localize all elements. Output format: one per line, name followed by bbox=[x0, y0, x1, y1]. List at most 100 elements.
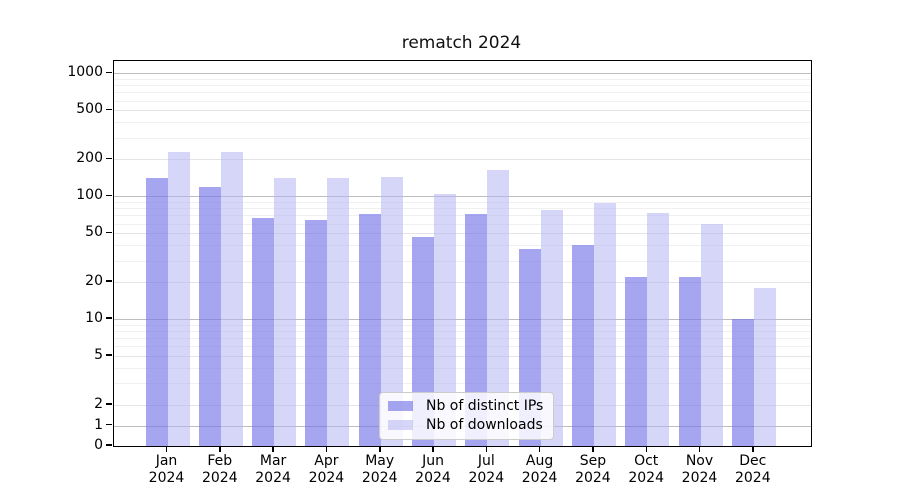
bar-nb-of-downloads-feb bbox=[220, 151, 243, 446]
bar-nb-of-downloads-dec bbox=[753, 287, 776, 446]
y-tick-mark bbox=[106, 423, 112, 426]
gridline-600 bbox=[114, 100, 811, 102]
y-tick-mark bbox=[106, 231, 112, 233]
x-tick-mark bbox=[752, 447, 754, 452]
legend-label-distinct-ips: Nb of distinct IPs bbox=[426, 398, 544, 414]
y-tick-label-1000: 1000 bbox=[67, 64, 103, 81]
x-tick-label-sep-2024: Sep 2024 bbox=[575, 453, 611, 486]
x-tick-mark bbox=[645, 447, 647, 452]
bar-nb-of-distinct-ips-sep bbox=[571, 245, 594, 446]
bar-nb-of-downloads-jan bbox=[167, 151, 190, 446]
gridline-20 bbox=[114, 282, 811, 284]
y-tick-mark bbox=[106, 71, 112, 74]
x-tick-label-feb-2024: Feb 2024 bbox=[201, 453, 238, 486]
bar-nb-of-distinct-ips-nov bbox=[678, 277, 701, 446]
bar-nb-of-downloads-sep bbox=[593, 203, 616, 446]
gridline-90 bbox=[114, 201, 811, 203]
gridline-200 bbox=[114, 159, 811, 161]
bar-nb-of-downloads-apr bbox=[327, 177, 350, 446]
x-tick-mark bbox=[165, 447, 168, 452]
bar-nb-of-distinct-ips-oct bbox=[625, 277, 648, 446]
bar-nb-of-distinct-ips-jan bbox=[145, 178, 168, 446]
x-tick-label-nov-2024: Nov 2024 bbox=[681, 453, 718, 486]
x-tick-label-mar-2024: Mar 2024 bbox=[255, 453, 291, 486]
gridline-30 bbox=[114, 260, 811, 262]
y-tick-mark bbox=[106, 280, 112, 282]
y-tick-mark bbox=[106, 317, 112, 319]
legend-item-downloads: Nb of downloads bbox=[388, 417, 543, 433]
bar-nb-of-distinct-ips-may bbox=[358, 213, 381, 446]
gridline-10 bbox=[114, 319, 811, 321]
y-tick-mark bbox=[106, 194, 112, 196]
gridline-900 bbox=[114, 78, 811, 80]
gridline-3 bbox=[114, 383, 811, 385]
bar-nb-of-downloads-may bbox=[380, 177, 403, 446]
x-tick-mark bbox=[379, 447, 381, 452]
x-tick-mark bbox=[432, 447, 434, 452]
x-tick-label-aug-2024: Aug 2024 bbox=[521, 453, 558, 486]
y-tick-mark bbox=[106, 354, 112, 356]
bar-nb-of-downloads-oct bbox=[647, 213, 670, 446]
gridline-9 bbox=[114, 324, 811, 326]
gridline-1000 bbox=[114, 73, 811, 75]
plot-area: Nb of distinct IPs Nb of downloads bbox=[113, 60, 812, 447]
y-tick-mark bbox=[106, 403, 112, 405]
gridline-400 bbox=[114, 122, 811, 124]
legend-label-downloads: Nb of downloads bbox=[426, 417, 543, 433]
y-tick-label-1: 1 bbox=[94, 416, 103, 433]
bar-nb-of-downloads-mar bbox=[274, 178, 297, 446]
x-tick-mark bbox=[698, 447, 701, 452]
x-tick-label-jun-2024: Jun 2024 bbox=[415, 453, 451, 486]
gridline-80 bbox=[114, 208, 811, 210]
x-tick-label-jan-2024: Jan 2024 bbox=[148, 453, 185, 486]
x-tick-mark bbox=[485, 447, 488, 452]
bar-nb-of-distinct-ips-mar bbox=[252, 218, 275, 446]
y-tick-mark bbox=[106, 157, 112, 159]
x-tick-mark bbox=[538, 447, 541, 452]
y-tick-label-10: 10 bbox=[85, 310, 103, 327]
x-tick-mark bbox=[325, 447, 328, 452]
gridline-4 bbox=[114, 368, 811, 369]
legend-swatch-downloads-icon bbox=[388, 420, 413, 430]
y-tick-label-5: 5 bbox=[94, 347, 103, 364]
x-tick-mark bbox=[592, 447, 594, 452]
chart-title: rematch 2024 bbox=[401, 33, 522, 53]
gridline-800 bbox=[114, 85, 811, 87]
legend-swatch-distinct-ips-icon bbox=[388, 401, 413, 411]
x-tick-label-oct-2024: Oct 2024 bbox=[628, 453, 664, 486]
bar-nb-of-distinct-ips-dec bbox=[731, 319, 754, 446]
y-tick-label-500: 500 bbox=[76, 101, 103, 118]
y-tick-label-0: 0 bbox=[94, 437, 103, 453]
legend: Nb of distinct IPs Nb of downloads bbox=[379, 392, 555, 440]
gridline-6 bbox=[114, 346, 811, 348]
y-tick-mark bbox=[106, 444, 112, 446]
bar-nb-of-distinct-ips-apr bbox=[305, 220, 328, 446]
gridline-100 bbox=[114, 196, 811, 198]
x-tick-label-apr-2024: Apr 2024 bbox=[308, 453, 345, 486]
x-tick-label-dec-2024: Dec 2024 bbox=[734, 453, 771, 486]
gridline-300 bbox=[114, 137, 811, 139]
gridline-8 bbox=[114, 331, 811, 332]
gridline-700 bbox=[114, 92, 811, 94]
bar-nb-of-distinct-ips-jul bbox=[465, 213, 488, 446]
bar-nb-of-downloads-aug bbox=[540, 209, 563, 446]
x-tick-mark bbox=[272, 447, 274, 452]
gridline-40 bbox=[114, 245, 811, 247]
bar-nb-of-downloads-nov bbox=[700, 223, 723, 446]
gridline-5 bbox=[114, 356, 811, 358]
gridline-70 bbox=[114, 215, 811, 217]
bar-nb-of-downloads-jun bbox=[434, 193, 456, 446]
x-tick-label-jul-2024: Jul 2024 bbox=[468, 453, 505, 486]
x-tick-mark bbox=[219, 447, 221, 452]
bar-nb-of-downloads-jul bbox=[487, 169, 510, 446]
x-tick-label-may-2024: May 2024 bbox=[361, 453, 398, 486]
gridline-7 bbox=[114, 338, 811, 340]
y-tick-label-100: 100 bbox=[76, 187, 103, 204]
y-tick-label-20: 20 bbox=[85, 273, 103, 290]
y-tick-mark bbox=[106, 108, 112, 111]
y-tick-label-200: 200 bbox=[76, 150, 103, 167]
y-tick-label-2: 2 bbox=[94, 396, 103, 412]
gridline-50 bbox=[114, 233, 811, 235]
legend-item-distinct-ips: Nb of distinct IPs bbox=[388, 398, 543, 414]
